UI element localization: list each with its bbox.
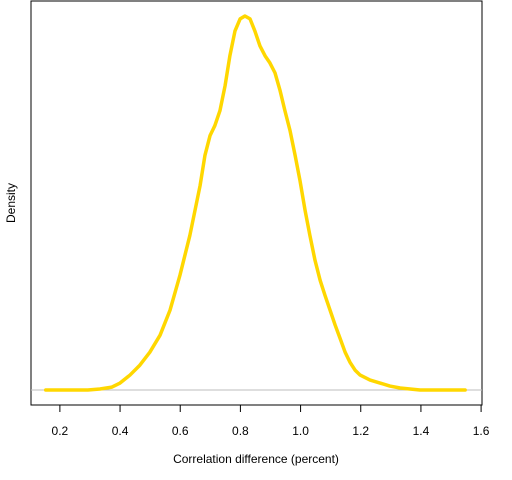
x-tick-label: 1.6 bbox=[473, 424, 490, 438]
plot-box bbox=[30, 0, 483, 406]
x-tick-label: 1.2 bbox=[352, 424, 369, 438]
x-tick-label: 0.8 bbox=[232, 424, 249, 438]
density-line bbox=[43, 14, 467, 392]
x-tick-label: 1.0 bbox=[292, 424, 309, 438]
x-tick-label: 1.4 bbox=[413, 424, 430, 438]
x-tick-label: 0.2 bbox=[52, 424, 69, 438]
y-axis-label: Density bbox=[4, 183, 18, 223]
x-tick-label: 0.4 bbox=[112, 424, 129, 438]
x-tick-label: 0.6 bbox=[172, 424, 189, 438]
x-axis-label: Correlation difference (percent) bbox=[173, 452, 339, 466]
